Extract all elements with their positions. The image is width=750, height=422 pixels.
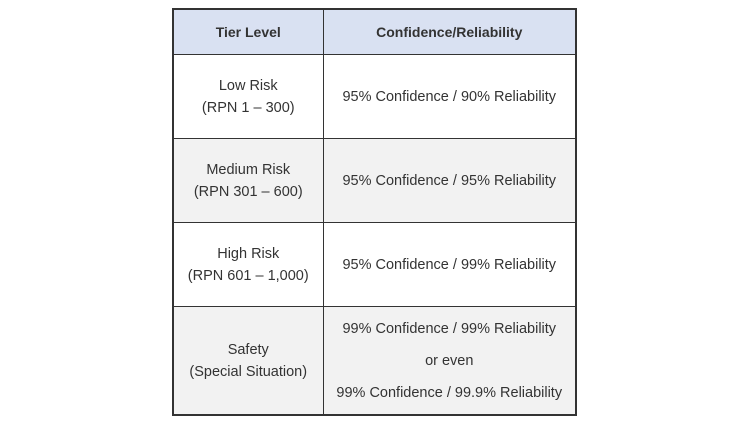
table-cell: High Risk (RPN 601 – 1,000) <box>172 222 324 307</box>
cell-line: (Special Situation) <box>189 363 308 380</box>
tier-table: Tier Level Confidence/Reliability Low Ri… <box>172 8 577 416</box>
table-cell: 99% Confidence / 99% Reliability or even 9… <box>322 306 577 416</box>
table-body: Low Risk (RPN 1 – 300) 95% Confidence / 90… <box>172 54 577 416</box>
table-row: Medium Risk (RPN 301 – 600) 95% Confidence… <box>172 138 577 223</box>
cell-line: 99% Confidence / 99.9% Reliability <box>336 384 563 401</box>
table-cell: Low Risk (RPN 1 – 300) <box>172 54 324 139</box>
table-cell: Medium Risk (RPN 301 – 600) <box>172 138 324 223</box>
cell-line: 99% Confidence / 99% Reliability <box>342 320 557 337</box>
table-row: Safety (Special Situation) 99% Confidence … <box>172 306 577 416</box>
cell-line: (RPN 601 – 1,000) <box>187 267 309 284</box>
cell-line: (RPN 1 – 300) <box>201 99 295 116</box>
table-cell: 95% Confidence / 90% Reliability <box>322 54 577 139</box>
header-cell: Confidence/Reliability <box>322 8 577 55</box>
cell-line: or even <box>425 352 474 369</box>
table-row: High Risk (RPN 601 – 1,000) 95% Confidence… <box>172 222 577 307</box>
table-row: Low Risk (RPN 1 – 300) 95% Confidence / 90… <box>172 54 577 139</box>
cell-line: 95% Confidence / 95% Reliability <box>342 172 557 189</box>
cell-line: 95% Confidence / 99% Reliability <box>342 256 557 273</box>
cell-line: 95% Confidence / 90% Reliability <box>342 88 557 105</box>
table-cell: 95% Confidence / 95% Reliability <box>322 138 577 223</box>
header-cell: Tier Level <box>172 8 324 55</box>
cell-line: Safety <box>227 341 269 358</box>
cell-line: High Risk <box>217 245 280 262</box>
cell-line: (RPN 301 – 600) <box>193 183 303 200</box>
cell-line: Medium Risk <box>206 161 291 178</box>
table-cell: Safety (Special Situation) <box>172 306 324 416</box>
header-row: Tier Level Confidence/Reliability <box>172 8 577 55</box>
table-cell: 95% Confidence / 99% Reliability <box>322 222 577 307</box>
cell-line: Low Risk <box>218 77 278 94</box>
